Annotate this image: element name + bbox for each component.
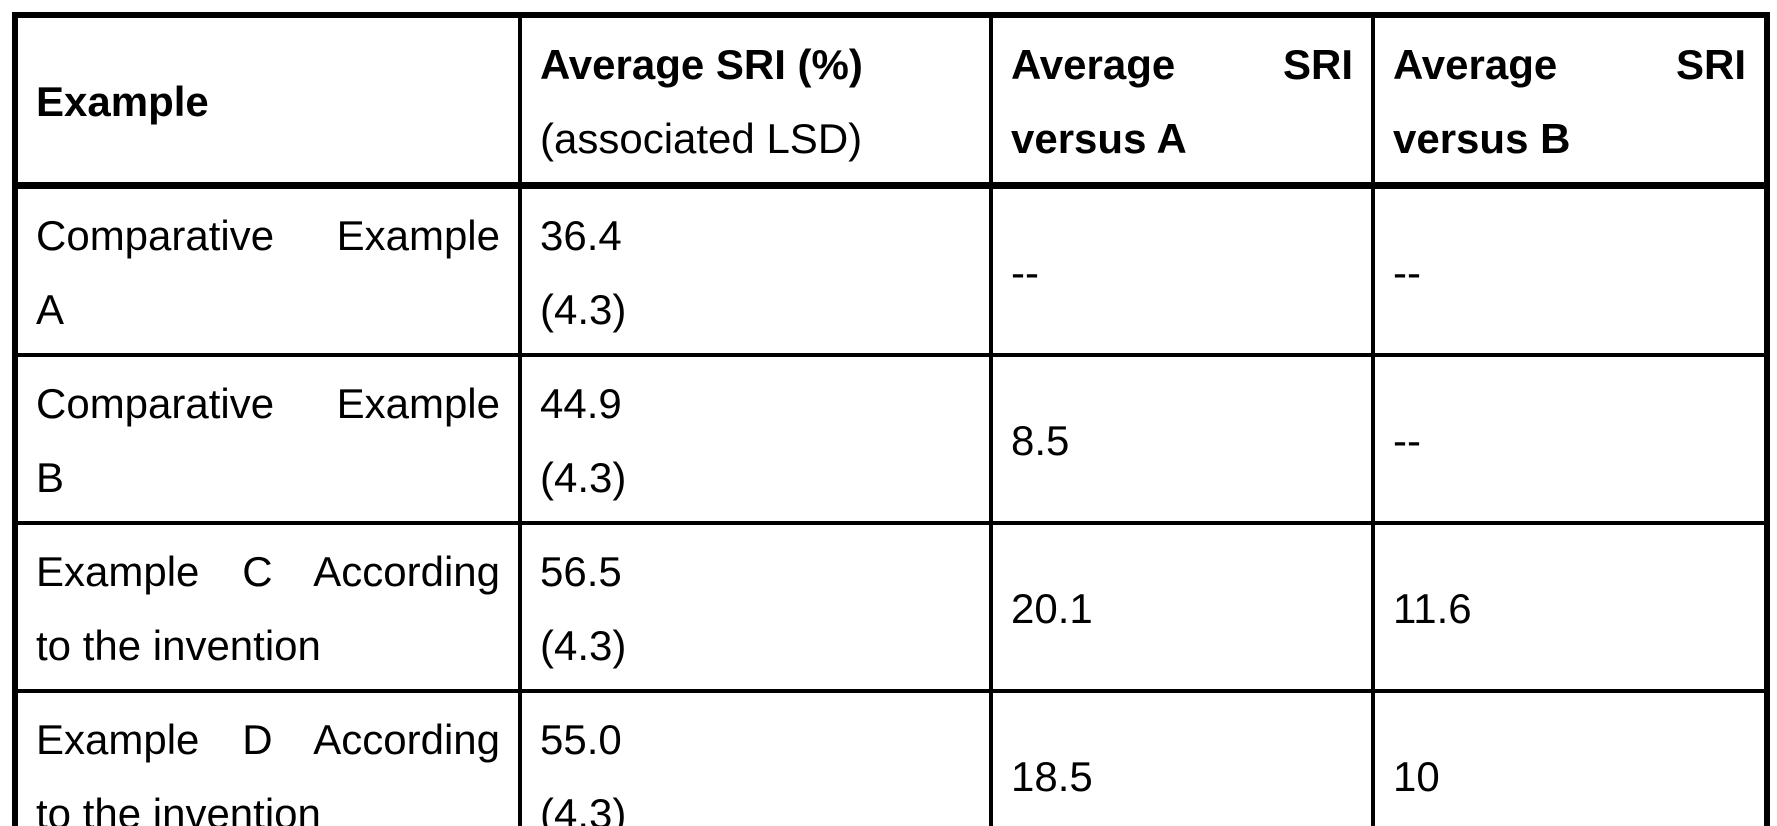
vs-a-cell: 8.5 [989, 353, 1375, 525]
example-cell: Example C According to the invention [13, 521, 522, 693]
vs-b-value: -- [1393, 249, 1421, 296]
header-cell-example: Example [13, 13, 522, 189]
example-name-line2: A [36, 286, 65, 333]
lsd-value: (4.3) [540, 454, 627, 501]
example-cell: Comparative Example B [13, 353, 522, 525]
header-associated-lsd-label: (associated LSD) [540, 115, 863, 162]
header-row: Example Average SRI (%) (associated LSD)… [13, 13, 1769, 189]
example-name-line1: Example D According [36, 716, 500, 763]
header-average-sri-label: Average SRI (%) [540, 41, 863, 88]
vs-b-value: -- [1393, 417, 1421, 464]
example-cell: Comparative Example A [13, 183, 522, 357]
sri-cell: 55.0 (4.3) [518, 689, 993, 826]
vs-b-cell: 10 [1371, 689, 1769, 826]
example-cell: Example D According to the invention [13, 689, 522, 826]
vs-a-cell: -- [989, 183, 1375, 357]
sri-cell: 44.9 (4.3) [518, 353, 993, 525]
vs-a-value: 20.1 [1011, 585, 1093, 632]
table-row: Example C According to the invention 56.… [13, 521, 1769, 693]
header-cell-average-sri: Average SRI (%) (associated LSD) [518, 13, 993, 189]
sri-value: 36.4 [540, 212, 622, 259]
example-name-line2: to the invention [36, 790, 321, 826]
vs-a-value: 8.5 [1011, 417, 1070, 464]
example-name-line2: B [36, 454, 65, 501]
table-row: Comparative Example B 44.9 (4.3) 8.5 -- [13, 353, 1769, 525]
lsd-value: (4.3) [540, 286, 627, 333]
vs-b-cell: 11.6 [1371, 521, 1769, 693]
sri-value: 44.9 [540, 380, 622, 427]
example-name-line1: Comparative Example [36, 380, 500, 427]
lsd-value: (4.3) [540, 790, 627, 826]
sri-cell: 36.4 (4.3) [518, 183, 993, 357]
vs-b-cell: -- [1371, 353, 1769, 525]
header-versus-b-line1: Average SRI [1393, 41, 1746, 88]
sri-cell: 56.5 (4.3) [518, 521, 993, 693]
vs-a-cell: 20.1 [989, 521, 1375, 693]
example-name-line1: Comparative Example [36, 212, 500, 259]
lsd-value: (4.3) [540, 622, 627, 669]
vs-b-value: 11.6 [1393, 585, 1472, 632]
header-example-label: Example [36, 78, 209, 125]
table-row: Example D According to the invention 55.… [13, 689, 1769, 826]
header-versus-a-line1: Average SRI [1011, 41, 1353, 88]
vs-a-value: 18.5 [1011, 753, 1093, 800]
header-cell-versus-b: Average SRI versus B [1371, 13, 1769, 189]
vs-b-value: 10 [1393, 753, 1440, 800]
header-cell-versus-a: Average SRI versus A [989, 13, 1375, 189]
header-versus-a-line2: versus A [1011, 115, 1187, 162]
table-row: Comparative Example A 36.4 (4.3) -- -- [13, 183, 1769, 357]
example-name-line1: Example C According [36, 548, 500, 595]
results-table: Example Average SRI (%) (associated LSD)… [12, 12, 1770, 826]
sri-value: 56.5 [540, 548, 622, 595]
vs-a-cell: 18.5 [989, 689, 1375, 826]
vs-b-cell: -- [1371, 183, 1769, 357]
example-name-line2: to the invention [36, 622, 321, 669]
sri-value: 55.0 [540, 716, 622, 763]
header-versus-b-line2: versus B [1393, 115, 1571, 162]
vs-a-value: -- [1011, 249, 1039, 296]
